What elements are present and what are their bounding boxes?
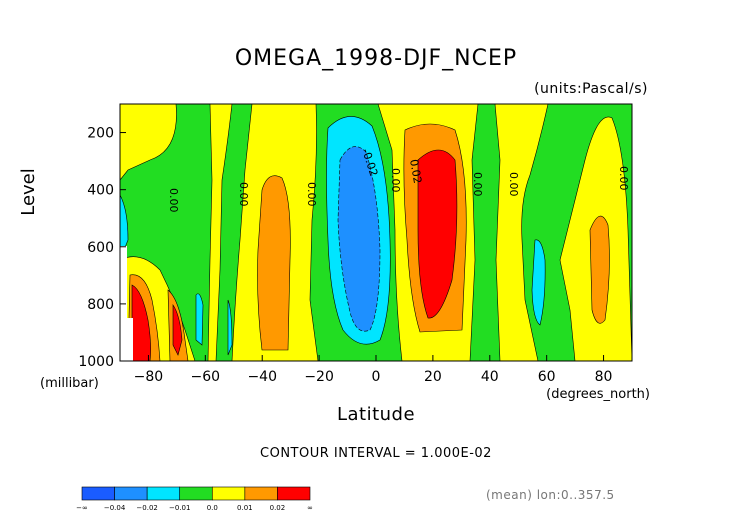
colorbar-label: −∞ [76,504,88,512]
x-tick-label: −20 [304,369,334,385]
fill-orange [257,175,291,351]
missing-data-area [127,318,133,361]
y-tick-label: 1000 [78,354,114,370]
x-tick-label: 80 [595,369,613,385]
colorbar-swatch [81,486,115,501]
colorbar-swatch [146,486,181,501]
colorbar-label: ∞ [307,504,313,512]
colorbar-swatch [179,486,213,501]
x-tick-label: 20 [424,369,442,385]
fill-cyan [195,293,204,346]
x-tick-label: −60 [191,369,221,385]
units-label: (units:Pascal/s) [534,81,648,97]
contour-label: 0.00 [167,188,180,213]
contour-interval-text: CONTOUR INTERVAL = 1.000E-02 [260,446,492,461]
mean-footer-text: (mean) lon:0..357.5 [486,488,615,502]
contour-label: 0.00 [389,168,402,193]
y-axis-unit: (millibar) [40,376,99,391]
colorbar-swatch [114,486,148,501]
fill-cyan [531,239,546,326]
x-tick-label: 60 [538,369,556,385]
contour-labels: 0.00 0.00 0.00 -0.02 0.00 0.02 0.00 0.00… [167,147,630,213]
contour-label: 0.00 [617,166,630,191]
y-tick-label: 200 [87,126,114,142]
x-axis-unit: (degrees_north) [546,387,650,402]
y-tick-label: 600 [87,240,114,256]
x-tick-label: −80 [134,369,164,385]
contour-label: 0.00 [237,182,250,207]
contour-label: 0.02 [407,158,424,184]
fill-blue [337,146,381,332]
fill-yellow [120,104,177,181]
fill-red [417,149,458,319]
fill-yellow [494,104,549,361]
colorbar-label: −0.04 [104,504,126,512]
y-tick-label: 400 [87,183,114,199]
colorbar-swatch [211,486,246,501]
colorbar-label: −0.02 [136,504,157,512]
fill-orange [589,215,610,324]
fill-cyan [227,299,233,356]
contour-label: 0.00 [305,182,318,207]
colorbar-swatch [244,486,278,501]
y-axis-ticks: 200 400 600 800 1000 [78,126,126,370]
fill-red [172,304,183,356]
x-tick-label: 0 [372,369,381,385]
colorbar-label: 0.01 [237,504,253,512]
contour-label: 0.00 [471,172,484,197]
y-tick-label: 800 [87,297,114,313]
x-tick-label: −40 [247,369,277,385]
chart-title: OMEGA_1998-DJF_NCEP [234,46,518,71]
x-axis-ticks: −80 −60 −40 −20 0 20 40 60 80 [134,355,613,385]
x-axis-label: Latitude [336,404,416,425]
fill-red [131,284,151,361]
x-tick-label: 40 [481,369,499,385]
colorbar-swatch [277,486,311,501]
colorbar-label: −0.01 [169,504,190,512]
fill-yellow [207,104,233,361]
contour-label: 0.00 [507,172,520,197]
colorbar-label: 0.02 [270,504,286,512]
contour-fills [120,104,632,361]
colorbar-label: 0.0 [207,504,218,512]
colorbar: −∞ −0.04 −0.02 −0.01 0.0 0.01 0.02 ∞ [76,486,313,512]
